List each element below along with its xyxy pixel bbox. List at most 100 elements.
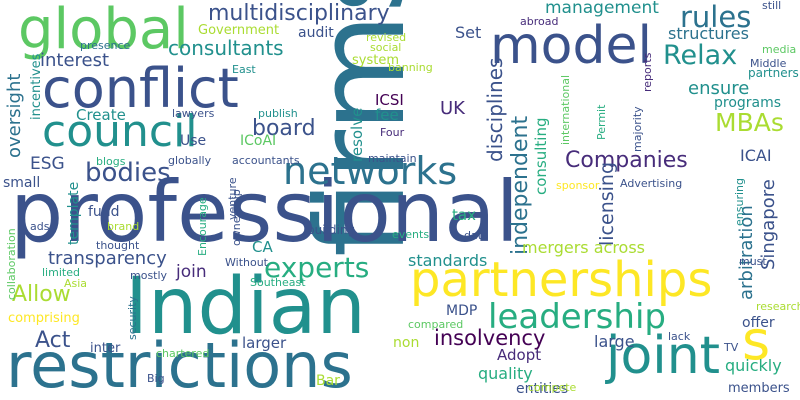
cloud-word: events xyxy=(392,228,430,241)
cloud-word: resolve xyxy=(348,107,366,162)
cloud-word: consultants xyxy=(168,36,284,60)
cloud-word: oversight xyxy=(4,73,25,158)
cloud-word: venture xyxy=(226,177,239,220)
cloud-word: ensuring xyxy=(733,178,746,226)
cloud-word: ICAI xyxy=(740,146,772,165)
cloud-word: large xyxy=(594,332,635,351)
cloud-word: Middle xyxy=(750,57,787,70)
cloud-word: Allow xyxy=(12,282,71,307)
cloud-word: licensing xyxy=(596,161,618,246)
cloud-word: s xyxy=(742,309,771,372)
cloud-word: chartered xyxy=(156,347,210,360)
cloud-word: still xyxy=(762,0,782,12)
cloud-word: ICoAI xyxy=(240,133,277,149)
cloud-word: tax xyxy=(452,206,476,224)
cloud-word: Bar xyxy=(316,373,340,389)
cloud-word: members xyxy=(728,381,790,396)
cloud-word: ads xyxy=(30,220,50,233)
cloud-word: revised xyxy=(366,31,407,44)
cloud-word: mostly xyxy=(130,269,168,282)
cloud-word: structures xyxy=(668,24,749,43)
cloud-word: abroad xyxy=(520,15,559,28)
cloud-word: small xyxy=(3,175,41,191)
cloud-word: collaboration xyxy=(5,228,18,300)
cloud-word: leadership xyxy=(488,297,666,337)
cloud-word: audit xyxy=(298,25,334,41)
cloud-word: Companies xyxy=(565,148,688,173)
cloud-word: ICSI xyxy=(375,91,404,109)
cloud-word: entities xyxy=(516,381,569,397)
cloud-word: CA xyxy=(252,238,273,256)
cloud-word: experts xyxy=(264,251,370,284)
cloud-word: restrictions xyxy=(6,329,353,400)
cloud-word: international xyxy=(559,74,572,145)
cloud-word: management xyxy=(545,0,659,18)
cloud-word: lawyers xyxy=(172,107,215,120)
cloud-word: brand xyxy=(107,220,140,233)
cloud-word: Advertising xyxy=(620,177,683,190)
cloud-word: Set xyxy=(455,23,482,42)
cloud-word: presence xyxy=(80,39,131,52)
cloud-word: disciplines xyxy=(483,57,507,162)
cloud-word: compared xyxy=(408,318,464,331)
cloud-word: networks xyxy=(283,149,458,193)
cloud-word: research xyxy=(756,300,800,313)
cloud-word: Act xyxy=(35,328,71,353)
cloud-word: maintain xyxy=(368,152,417,165)
cloud-word: blogs xyxy=(96,155,126,168)
cloud-word: join xyxy=(176,262,207,282)
cloud-word: Southeast xyxy=(250,276,306,289)
cloud-word: globally xyxy=(168,154,212,167)
cloud-word: Government xyxy=(198,23,280,38)
cloud-word: lack xyxy=(668,330,691,343)
cloud-word: East xyxy=(232,63,256,76)
cloud-word: Permit xyxy=(595,104,608,140)
cloud-word: Big xyxy=(147,372,165,385)
cloud-word: ensure xyxy=(688,78,750,99)
cloud-word: building xyxy=(307,223,356,237)
cloud-word: multidisciplinary xyxy=(208,1,390,26)
cloud-word: comprising xyxy=(8,311,80,326)
cloud-word: non xyxy=(393,335,420,351)
cloud-word: Asia xyxy=(64,277,88,290)
cloud-word: quickly xyxy=(725,356,782,375)
cloud-word: larger xyxy=(242,334,287,352)
cloud-word: ESG xyxy=(30,154,65,174)
cloud-word: MBAs xyxy=(715,108,784,137)
cloud-word: Create xyxy=(76,106,126,124)
cloud-word: banning xyxy=(388,61,433,74)
cloud-word: quality xyxy=(478,364,533,383)
cloud-word: TV xyxy=(724,341,739,354)
cloud-word: social xyxy=(370,41,402,54)
cloud-word: must xyxy=(739,255,767,268)
cloud-word: Encourage xyxy=(196,197,209,256)
cloud-word: reports xyxy=(641,52,654,92)
cloud-word: media xyxy=(762,43,797,56)
cloud-word: mergers across xyxy=(522,238,646,257)
cloud-word: Without xyxy=(225,256,268,269)
cloud-word: accountants xyxy=(232,154,300,167)
cloud-word: Use xyxy=(180,133,207,149)
cloud-word: Adopt xyxy=(497,346,542,364)
cloud-word: MDP xyxy=(446,303,478,319)
cloud-word: global xyxy=(18,0,189,62)
cloud-word: professional xyxy=(10,163,519,261)
cloud-word: partnerships xyxy=(410,252,713,308)
cloud-word: council xyxy=(42,106,198,157)
cloud-word: thought xyxy=(96,239,140,252)
cloud-word: joint xyxy=(606,326,721,386)
cloud-word: board xyxy=(252,116,316,141)
cloud-word: majority xyxy=(631,106,644,152)
cloud-word: Four xyxy=(380,126,405,139)
cloud-word: sponsor xyxy=(556,179,600,192)
cloud-word: Relax xyxy=(663,40,738,71)
cloud-word: template xyxy=(66,181,82,245)
cloud-word: partners xyxy=(748,66,799,80)
cloud-word: offer xyxy=(742,315,775,331)
cloud-word: conflict xyxy=(42,57,239,120)
cloud-word: limited xyxy=(42,266,80,279)
cloud-word: insolvency xyxy=(434,326,546,350)
cloud-word: interest xyxy=(40,50,110,71)
cloud-word: standards xyxy=(408,251,488,270)
